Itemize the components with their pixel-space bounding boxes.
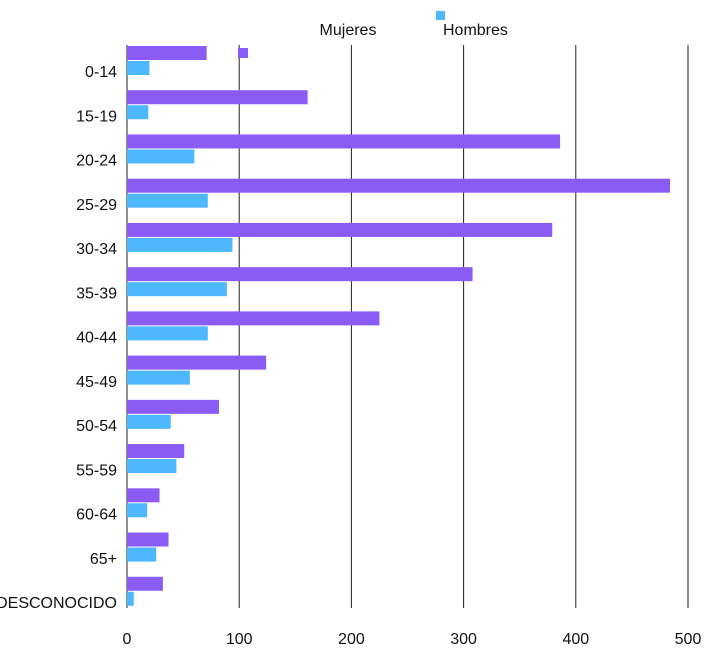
bar (127, 370, 190, 385)
bar (127, 503, 148, 518)
bar (127, 134, 561, 149)
legend-label: Hombres (443, 22, 508, 39)
x-tick-label: 300 (450, 631, 477, 648)
bar (127, 532, 169, 547)
y-tick-label: 55-59 (76, 462, 117, 479)
bar (127, 459, 177, 474)
bar (127, 576, 163, 591)
bar (127, 414, 171, 429)
bar (127, 90, 308, 105)
x-tick-label: 0 (123, 631, 132, 648)
bar (127, 46, 207, 60)
y-tick-label: 20-24 (76, 153, 117, 170)
bar (127, 105, 149, 120)
legend-label: Mujeres (320, 22, 377, 39)
bar (127, 311, 380, 326)
y-tick-label: 45-49 (76, 374, 117, 391)
bar (127, 61, 150, 75)
y-tick-label: 25-29 (76, 197, 117, 214)
y-tick-label: 65+ (90, 551, 117, 568)
bar (127, 282, 227, 297)
bar (127, 178, 671, 193)
bar (127, 547, 157, 562)
legend-marker (436, 11, 445, 20)
y-tick-label: 50-54 (76, 418, 117, 435)
bar (127, 488, 160, 503)
bar (127, 326, 208, 341)
bar (127, 399, 220, 414)
bar (127, 149, 195, 164)
bar (127, 267, 473, 282)
bar (127, 237, 233, 252)
bar (127, 222, 553, 237)
y-tick-label: 40-44 (76, 330, 117, 347)
bar (127, 591, 134, 606)
x-tick-label: 500 (675, 631, 702, 648)
y-tick-label: 30-34 (76, 241, 117, 258)
x-tick-label: 200 (338, 631, 365, 648)
y-tick-label: 0-14 (85, 64, 117, 81)
bar (127, 355, 267, 370)
y-tick-label: DESCONOCIDO (0, 595, 117, 612)
bar (127, 193, 208, 208)
y-tick-label: 60-64 (76, 507, 117, 524)
y-tick-label: 15-19 (76, 108, 117, 125)
x-tick-label: 100 (226, 631, 253, 648)
legend-marker (238, 48, 248, 58)
bar (127, 444, 185, 459)
y-tick-label: 35-39 (76, 285, 117, 302)
x-tick-label: 400 (562, 631, 589, 648)
